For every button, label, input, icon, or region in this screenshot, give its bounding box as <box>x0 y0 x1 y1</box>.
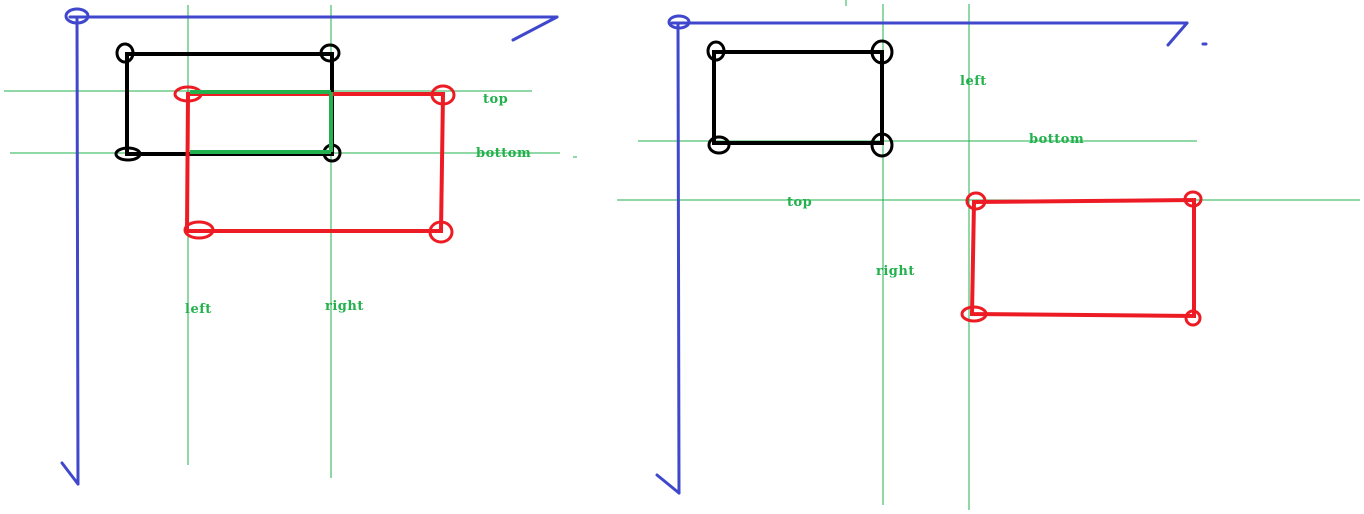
corner-bottom-left <box>707 135 731 155</box>
y-axis <box>75 15 80 486</box>
corner-bottom-left <box>183 220 215 240</box>
corner-top-right <box>319 43 341 63</box>
right-red-rectangle <box>960 190 1203 327</box>
red-rect-outline <box>184 92 446 233</box>
right-guide-lines <box>617 0 1360 510</box>
corner-top-right <box>430 84 456 106</box>
label-right: right <box>325 299 364 314</box>
corner-top-right <box>870 39 894 65</box>
black-rect-outline <box>125 52 334 156</box>
corner-top-left <box>706 40 726 62</box>
red-rect-outline <box>969 197 1196 319</box>
label-top: top <box>483 92 508 107</box>
y-axis <box>676 21 681 495</box>
corner-top-left <box>115 42 135 64</box>
label-top: top <box>787 195 812 210</box>
right-diagram: left bottom top right <box>617 0 1360 510</box>
corner-bottom-right <box>1184 309 1202 327</box>
left-axes <box>60 7 559 486</box>
label-bottom: bottom <box>476 146 531 161</box>
right-labels: left bottom top right <box>787 74 1084 279</box>
label-left: left <box>960 74 987 89</box>
label-right: right <box>876 264 915 279</box>
right-axes <box>655 14 1208 495</box>
corner-top-left <box>965 191 987 211</box>
corner-bottom-left <box>114 146 142 162</box>
left-guide-lines <box>4 5 577 478</box>
corner-bottom-right <box>428 220 454 244</box>
y-axis-arrow <box>655 473 681 495</box>
label-bottom: bottom <box>1029 132 1084 147</box>
corner-bottom-left <box>960 305 988 323</box>
label-left: left <box>185 302 212 317</box>
left-black-rectangle <box>114 42 342 163</box>
y-axis-arrow <box>60 461 80 486</box>
corner-top-right <box>1183 190 1203 208</box>
corner-bottom-right <box>870 132 894 158</box>
x-axis-arrow <box>511 15 559 42</box>
left-overlap-region <box>190 90 333 154</box>
left-red-rectangle <box>173 84 456 244</box>
left-diagram: top bottom left right <box>4 5 577 486</box>
right-black-rectangle <box>706 39 894 158</box>
x-axis-arrow <box>1166 21 1189 47</box>
left-labels: top bottom left right <box>185 92 531 317</box>
black-rect-outline <box>712 50 884 145</box>
